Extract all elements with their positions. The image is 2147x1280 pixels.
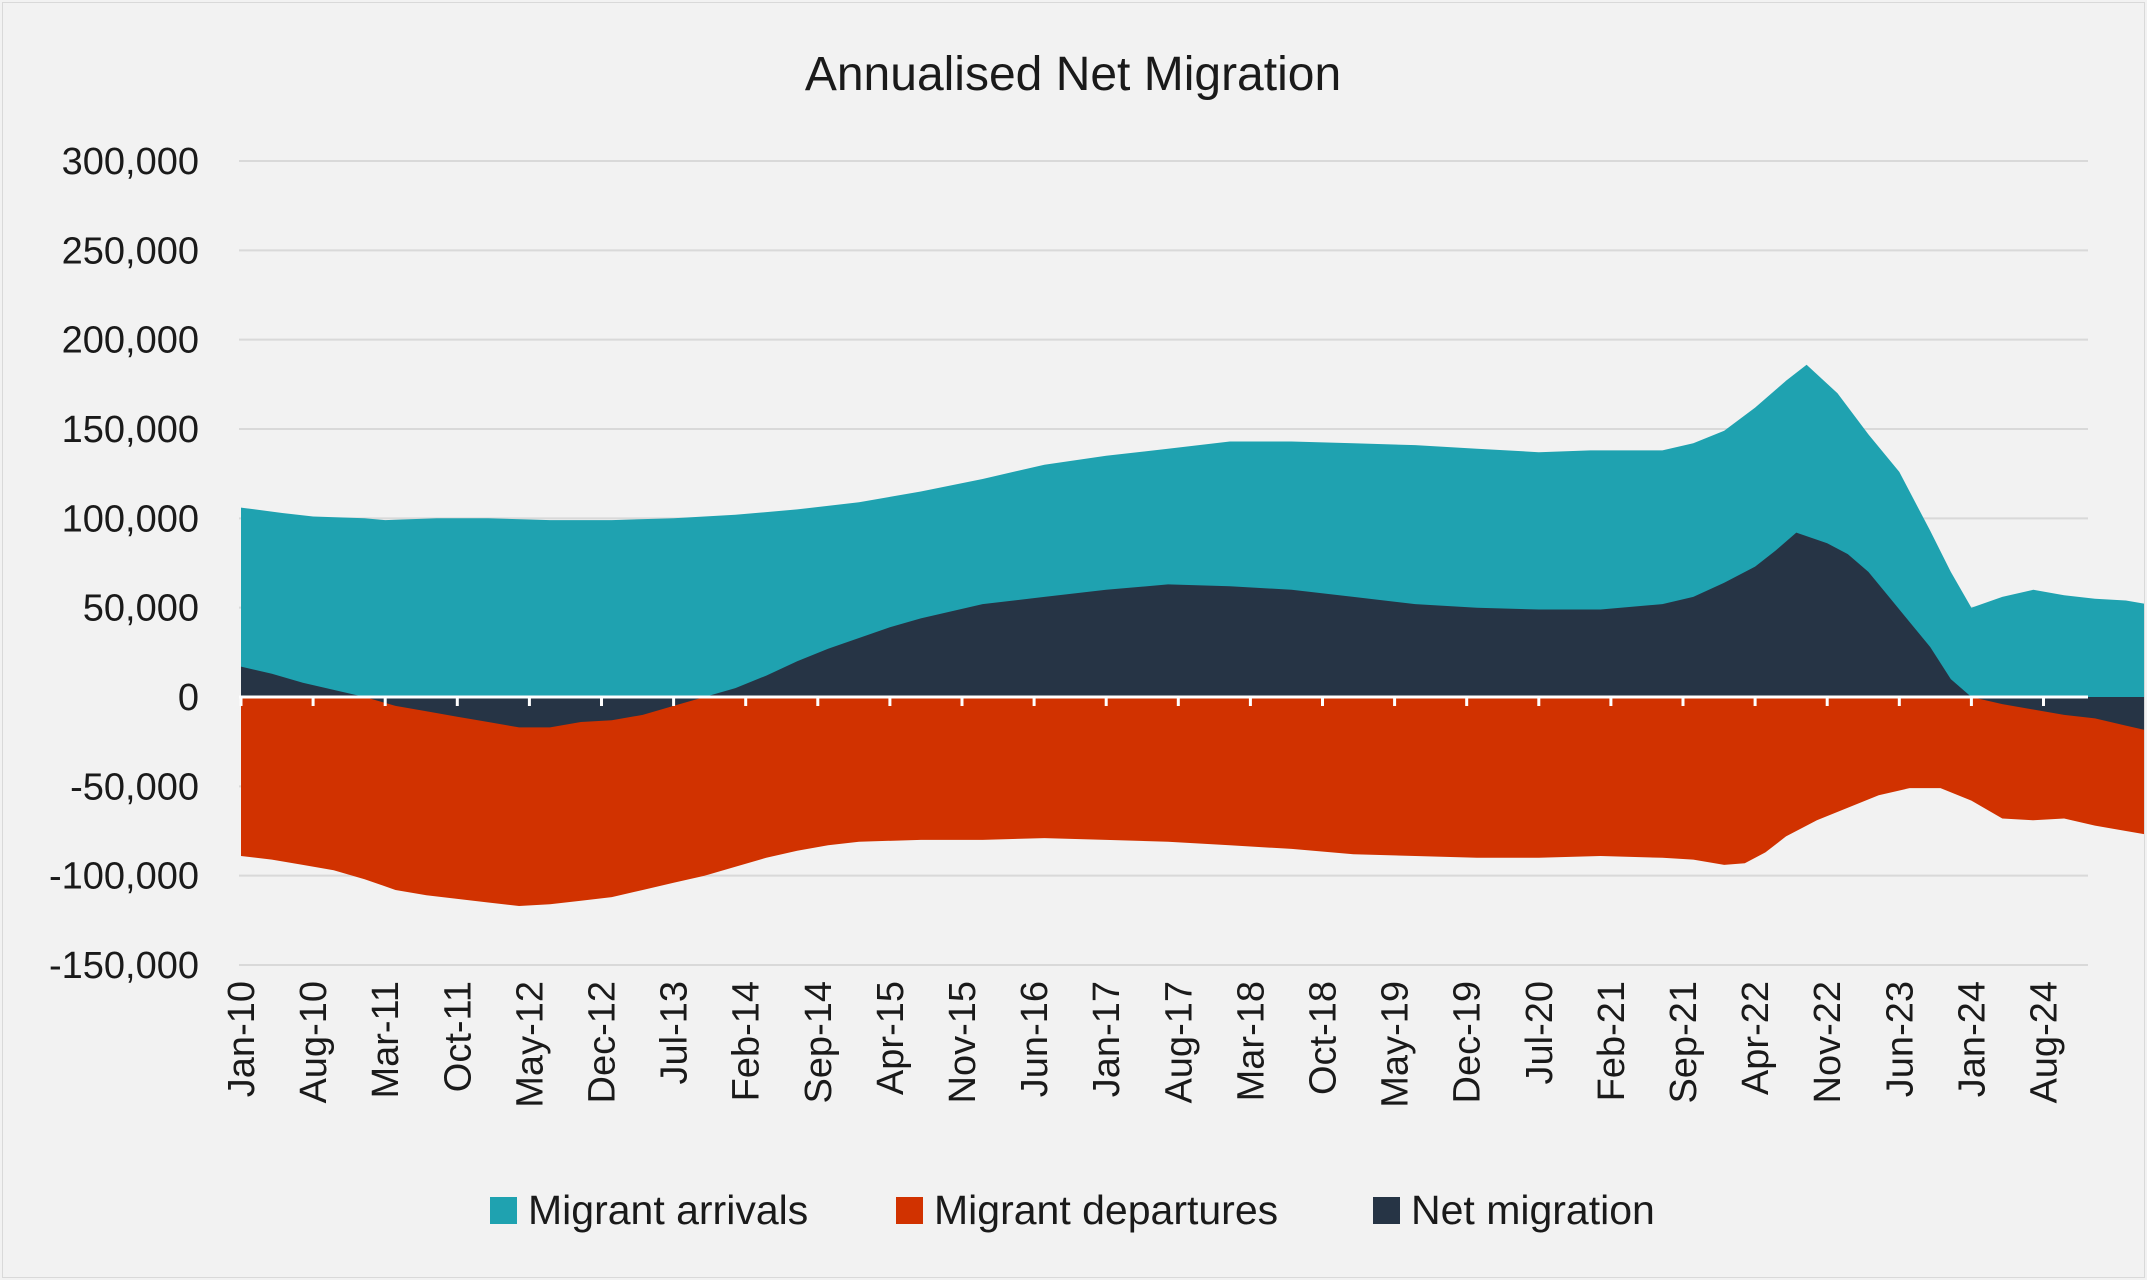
x-tick-label: Feb-21	[1591, 981, 1633, 1101]
y-tick-label: 200,000	[62, 320, 199, 362]
x-tick-label: Aug-24	[2024, 981, 2066, 1104]
x-tick-label: Apr-15	[870, 981, 912, 1095]
x-tick-label: Oct-11	[437, 981, 479, 1092]
legend-label-net-migration: Net migration	[1411, 1187, 1655, 1233]
x-tick-label: Jan-17	[1086, 981, 1128, 1097]
net-migration-chart: Annualised Net Migration 300,000 250,000 2…	[49, 48, 2144, 1233]
x-tick-label: Sep-21	[1663, 981, 1705, 1104]
legend: Migrant arrivals Migrant departures Net mi…	[490, 1187, 1655, 1233]
legend-label-migrant-departures: Migrant departures	[934, 1187, 1278, 1233]
x-tick-label: Jun-23	[1879, 981, 1921, 1097]
legend-swatch-migrant-arrivals	[490, 1197, 517, 1224]
x-tick-label: Jan-24	[1951, 981, 1993, 1097]
x-tick-label: Aug-10	[293, 981, 335, 1104]
x-axis	[239, 695, 2088, 706]
x-axis-tick-labels: Jan-10 Aug-10 Mar-11 Oct-11 May-12 Dec-12 Jul-…	[221, 981, 2066, 1108]
x-tick-label: May-12	[509, 981, 551, 1108]
x-tick-label: Jan-10	[221, 981, 263, 1097]
x-tick-label: Nov-15	[942, 981, 984, 1104]
y-tick-label: 100,000	[62, 498, 199, 540]
legend-swatch-migrant-departures	[896, 1197, 923, 1224]
y-tick-label: 50,000	[83, 588, 199, 630]
area-series-layer	[241, 364, 2144, 906]
x-tick-label: Dec-19	[1447, 981, 1489, 1104]
x-tick-label: Sep-14	[798, 981, 840, 1104]
x-tick-label: Dec-12	[582, 981, 624, 1104]
x-tick-label: Apr-22	[1735, 981, 1777, 1095]
legend-label-migrant-arrivals: Migrant arrivals	[528, 1187, 808, 1233]
x-tick-label: Mar-18	[1230, 981, 1272, 1101]
x-tick-label: Jul-20	[1519, 981, 1561, 1085]
area-migrant-departures	[241, 697, 2144, 906]
y-tick-label: 150,000	[62, 409, 199, 451]
x-tick-label: Jun-16	[1014, 981, 1056, 1097]
y-tick-label: 250,000	[62, 230, 199, 272]
x-tick-label: Oct-18	[1303, 981, 1345, 1095]
y-axis-tick-labels: 300,000 250,000 200,000 150,000 100,000 50,00…	[49, 141, 199, 987]
x-tick-label: Mar-11	[365, 981, 407, 1099]
y-tick-label: -50,000	[70, 766, 199, 808]
x-tick-label: Feb-14	[726, 981, 768, 1101]
y-tick-label: 0	[178, 677, 199, 719]
x-tick-label: Nov-22	[1807, 981, 1849, 1104]
x-tick-label: Aug-17	[1158, 981, 1200, 1104]
y-tick-label: 300,000	[62, 141, 199, 183]
y-tick-label: -150,000	[49, 945, 199, 987]
chart-title: Annualised Net Migration	[805, 48, 1341, 101]
legend-swatch-net-migration	[1373, 1197, 1400, 1224]
y-tick-label: -100,000	[49, 856, 199, 898]
x-tick-label: May-19	[1375, 981, 1417, 1108]
x-tick-label: Jul-13	[654, 981, 696, 1085]
area-net-migration	[241, 532, 2144, 730]
